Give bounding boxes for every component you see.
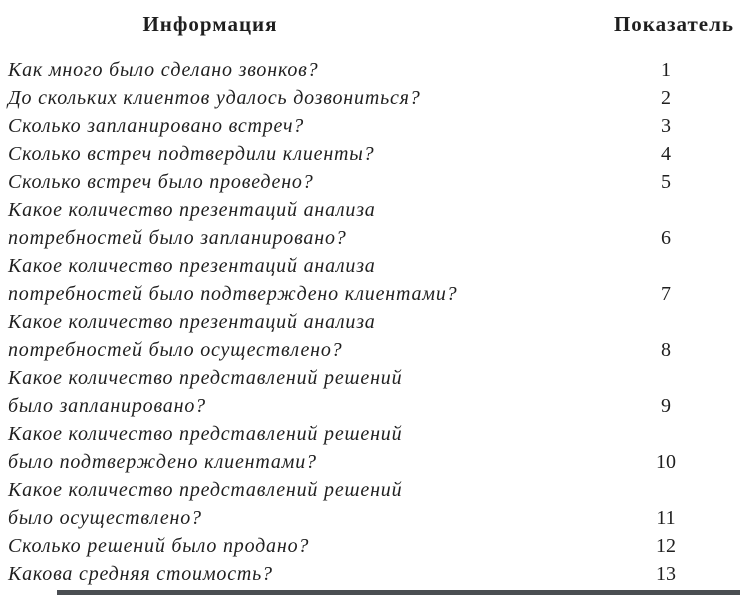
question-text: Сколько встреч было проведено?	[0, 168, 592, 196]
question-line: Какое количество представлений решений	[8, 423, 403, 445]
question-line: Какова средняя стоимость?	[8, 563, 273, 585]
indicator-value: 7	[661, 283, 671, 305]
indicator-value: 2	[661, 87, 671, 109]
indicator-value: 1	[661, 59, 671, 81]
question-line: Сколько встреч подтвердили клиенты?	[8, 143, 375, 165]
table-row: Какое количество представлений решений бы…	[0, 476, 740, 532]
question-text: Какова средняя стоимость?	[0, 560, 592, 588]
question-line: потребностей было осуществлено?	[8, 339, 343, 361]
question-line: Какое количество презентаций анализа	[8, 311, 376, 333]
table-row: Какое количество презентаций анализа потр…	[0, 308, 740, 364]
question-text: Сколько решений было продано?	[0, 532, 592, 560]
question-text: Сколько встреч подтвердили клиенты?	[0, 140, 592, 168]
question-line: Сколько решений было продано?	[8, 535, 310, 557]
column-header-indicator: Показатель	[613, 12, 734, 36]
indicator-value: 5	[661, 171, 671, 193]
question-line: потребностей было запланировано?	[8, 227, 347, 249]
indicator-value: 3	[661, 115, 671, 137]
question-line: Сколько встреч было проведено?	[8, 171, 314, 193]
question-text: Какое количество презентаций анализа потр…	[0, 252, 592, 308]
question-text: Какое количество представлений решений бы…	[0, 420, 592, 476]
question-text: Сколько запланировано встреч?	[0, 112, 592, 140]
table-row: Сколько встреч подтвердили клиенты? 4	[0, 140, 740, 168]
question-text: Какое количество презентаций анализа потр…	[0, 308, 592, 364]
question-line: До скольких клиентов удалось дозвониться…	[8, 87, 421, 109]
partial-table-border	[57, 590, 740, 595]
question-line: Какое количество презентаций анализа	[8, 199, 376, 221]
indicator-value: 9	[661, 395, 671, 417]
indicator-value: 6	[661, 227, 671, 249]
indicator-value: 4	[661, 143, 671, 165]
table-row: Какое количество представлений решений бы…	[0, 420, 740, 476]
table-row: До скольких клиентов удалось дозвониться…	[0, 84, 740, 112]
question-text: До скольких клиентов удалось дозвониться…	[0, 84, 592, 112]
table-row: Как много было сделано звонков? 1	[0, 56, 740, 84]
question-line: Какое количество презентаций анализа	[8, 255, 376, 277]
question-text: Как много было сделано звонков?	[0, 56, 592, 84]
question-line: потребностей было подтверждено клиентами…	[8, 283, 458, 305]
indicator-value: 12	[656, 535, 676, 557]
table-row: Какова средняя стоимость? 13	[0, 560, 740, 588]
table-row: Сколько решений было продано? 12	[0, 532, 740, 560]
table-row: Какое количество презентаций анализа потр…	[0, 196, 740, 252]
table-row: Какое количество презентаций анализа потр…	[0, 252, 740, 308]
question-line: было запланировано?	[8, 395, 206, 417]
indicator-value: 10	[656, 451, 676, 473]
column-header-information: Информация	[142, 12, 278, 36]
table-row: Сколько встреч было проведено? 5	[0, 168, 740, 196]
question-line: было осуществлено?	[8, 507, 202, 529]
table-row: Какое количество представлений решений бы…	[0, 364, 740, 420]
question-line: Сколько запланировано встреч?	[8, 115, 305, 137]
indicator-value: 11	[656, 507, 676, 529]
question-text: Какое количество представлений решений бы…	[0, 476, 592, 532]
table-row: Сколько запланировано встреч? 3	[0, 112, 740, 140]
table-header: Информация Показатель	[0, 12, 740, 42]
question-text: Какое количество презентаций анализа потр…	[0, 196, 592, 252]
question-list: Как много было сделано звонков? 1 До ско…	[0, 56, 740, 588]
question-line: Какое количество представлений решений	[8, 479, 403, 501]
question-line: Какое количество представлений решений	[8, 367, 403, 389]
question-line: было подтверждено клиентами?	[8, 451, 317, 473]
question-line: Как много было сделано звонков?	[8, 59, 319, 81]
indicator-value: 8	[661, 339, 671, 361]
question-text: Какое количество представлений решений бы…	[0, 364, 592, 420]
indicator-value: 13	[656, 563, 676, 585]
